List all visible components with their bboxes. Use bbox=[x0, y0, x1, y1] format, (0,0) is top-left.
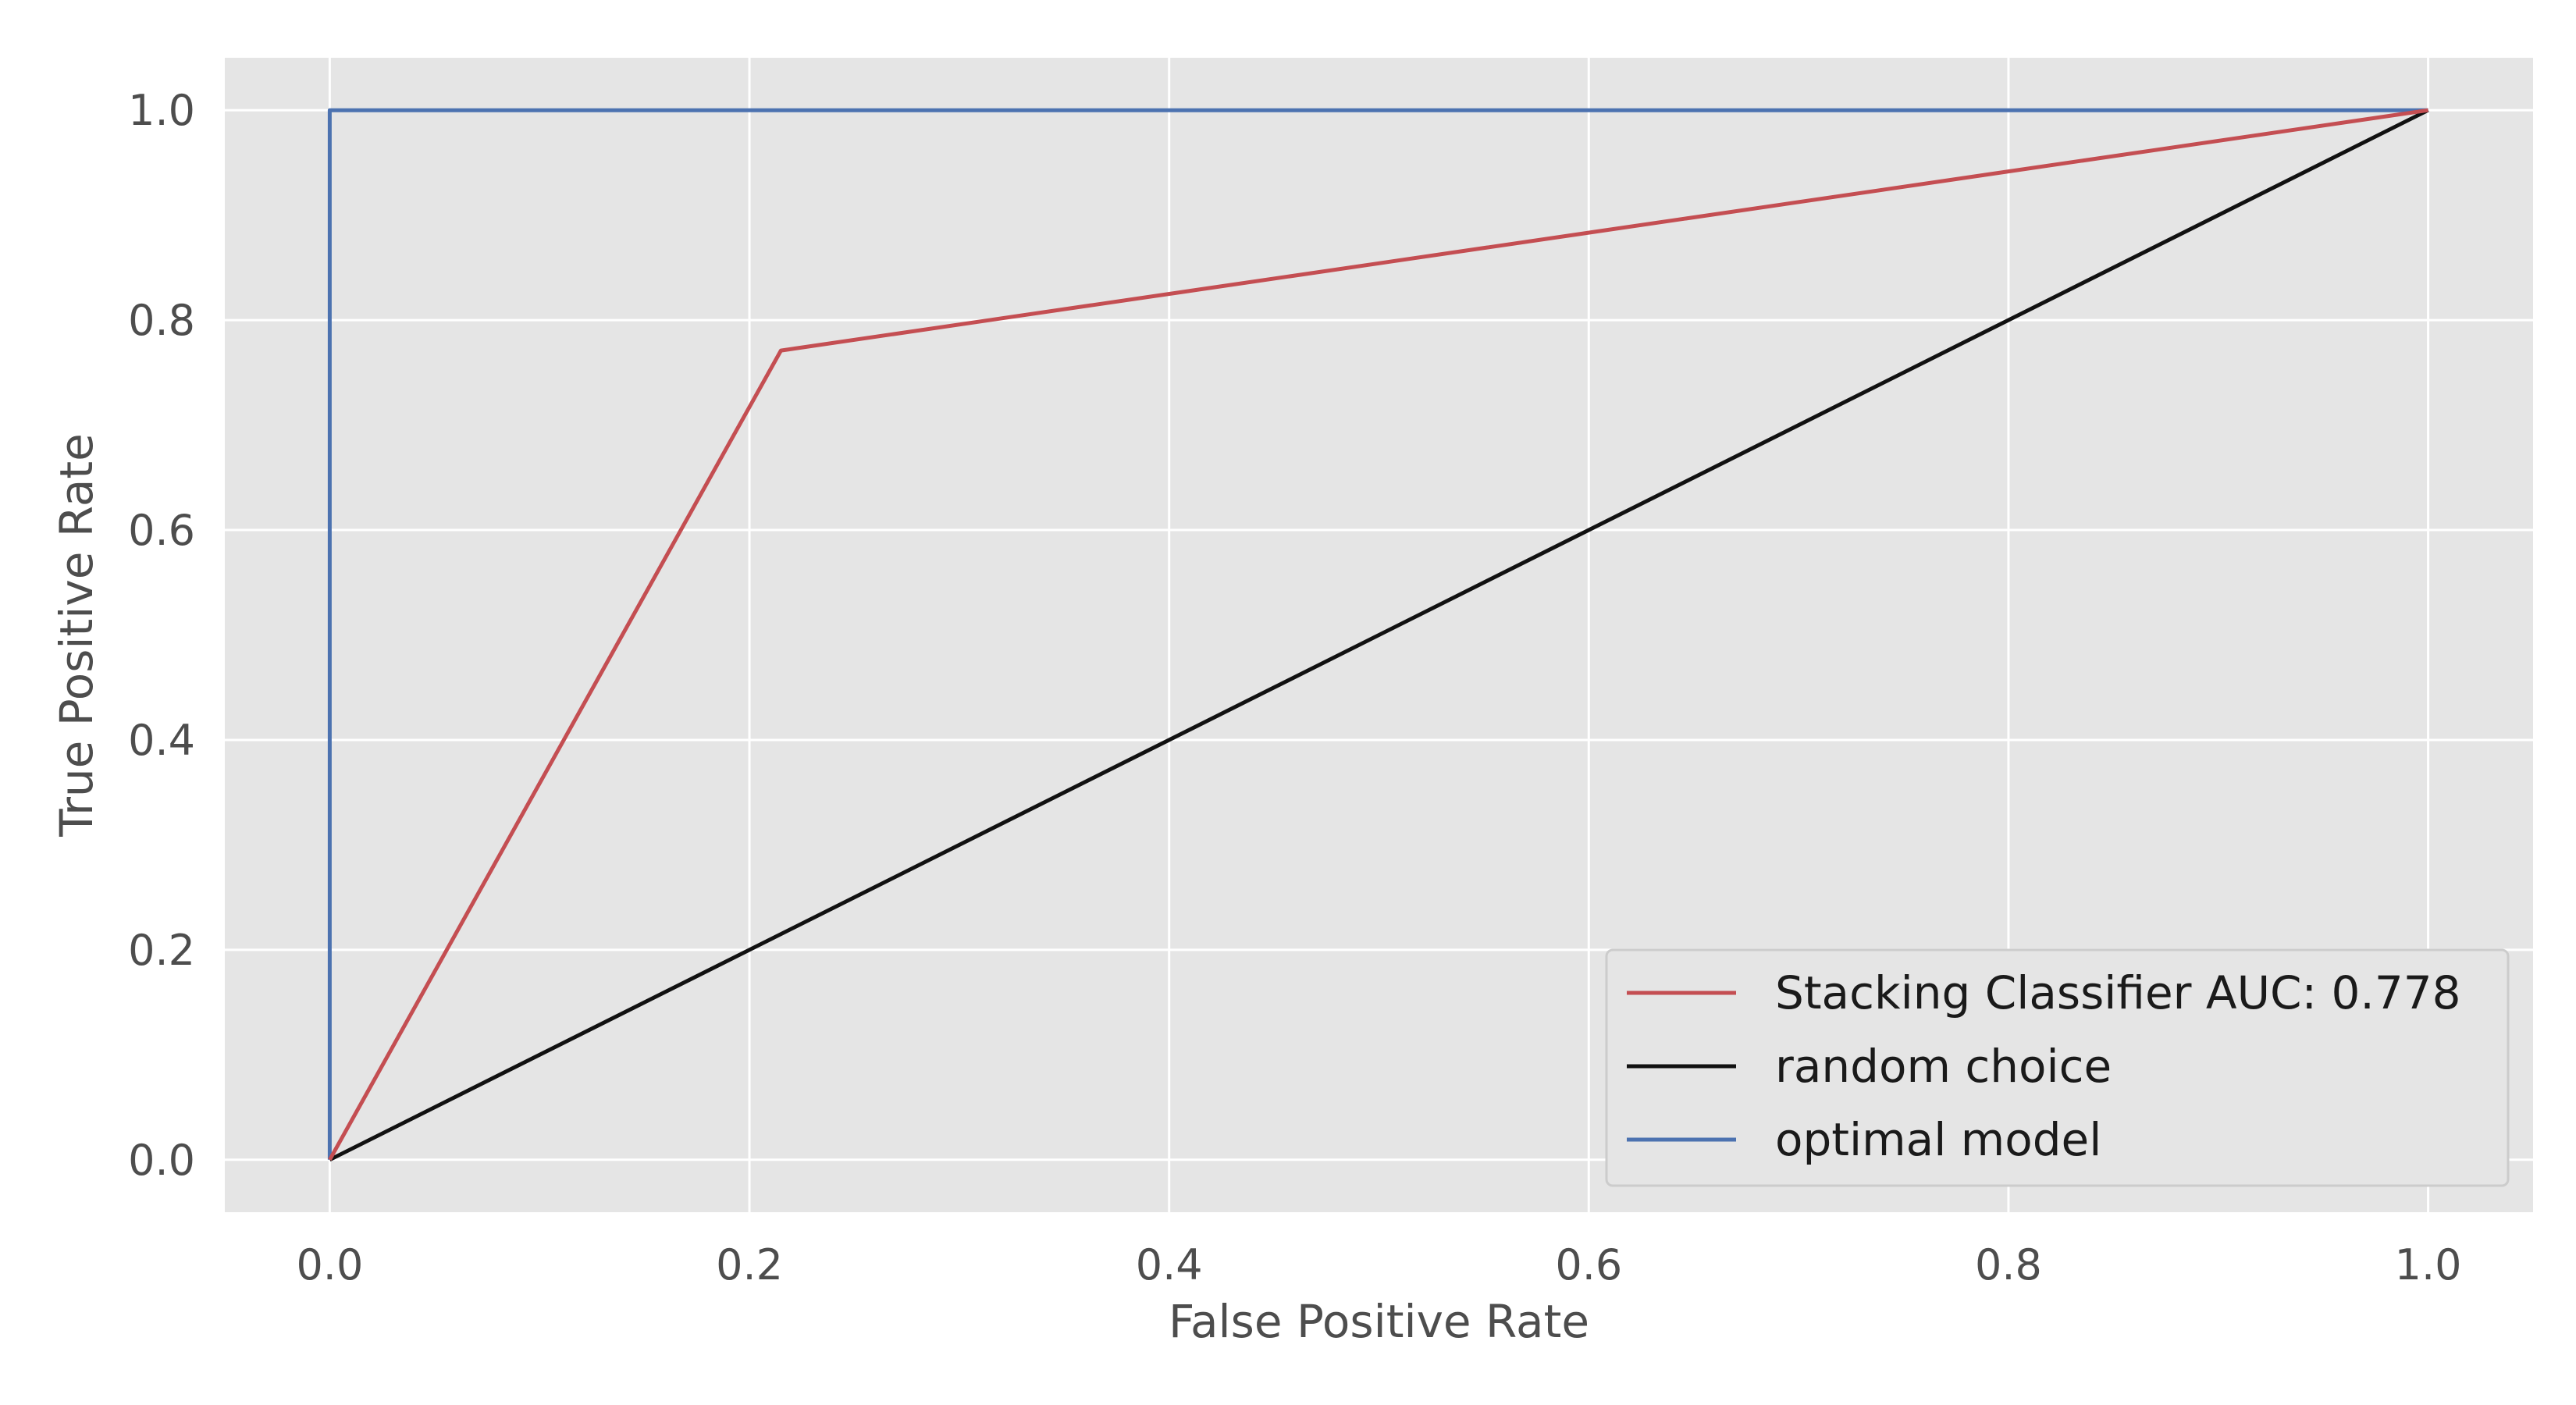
legend-label-optimal-model: optimal model bbox=[1775, 1113, 2101, 1166]
y-tick-labels: 0.0 0.2 0.4 0.6 0.8 1.0 bbox=[128, 86, 195, 1185]
legend: Stacking Classifier AUC: 0.778 random ch… bbox=[1605, 948, 2510, 1187]
series-line-stacking-classifier bbox=[328, 108, 2428, 1161]
series-line-random-choice bbox=[329, 108, 2429, 1162]
x-tick-label: 0.2 bbox=[716, 1240, 783, 1289]
y-tick-label: 0.4 bbox=[128, 716, 195, 765]
y-tick-label: 0.2 bbox=[128, 926, 195, 975]
x-tick-label: 1.0 bbox=[2395, 1240, 2462, 1289]
y-tick-label: 0.8 bbox=[128, 296, 195, 345]
series-line-optimal-model bbox=[327, 108, 2428, 1160]
x-tick-labels: 0.0 0.2 0.4 0.6 0.8 1.0 bbox=[296, 1240, 2461, 1289]
series-lines bbox=[327, 108, 2429, 1162]
x-tick-label: 0.8 bbox=[1975, 1240, 2042, 1289]
x-tick-label: 0.4 bbox=[1136, 1240, 1203, 1289]
x-tick-label: 0.6 bbox=[1555, 1240, 1622, 1289]
y-axis-label: True Positive Rate bbox=[50, 433, 103, 838]
y-tick-label: 0.0 bbox=[128, 1136, 195, 1185]
legend-label-random-choice: random choice bbox=[1775, 1040, 2112, 1093]
y-tick-label: 1.0 bbox=[128, 86, 195, 135]
legend-label-stacking-classifier: Stacking Classifier AUC: 0.778 bbox=[1775, 966, 2461, 1019]
x-axis-label: False Positive Rate bbox=[1169, 1295, 1589, 1348]
x-tick-label: 0.0 bbox=[296, 1240, 363, 1289]
legend-box bbox=[1605, 948, 2510, 1187]
y-tick-label: 0.6 bbox=[128, 506, 195, 555]
